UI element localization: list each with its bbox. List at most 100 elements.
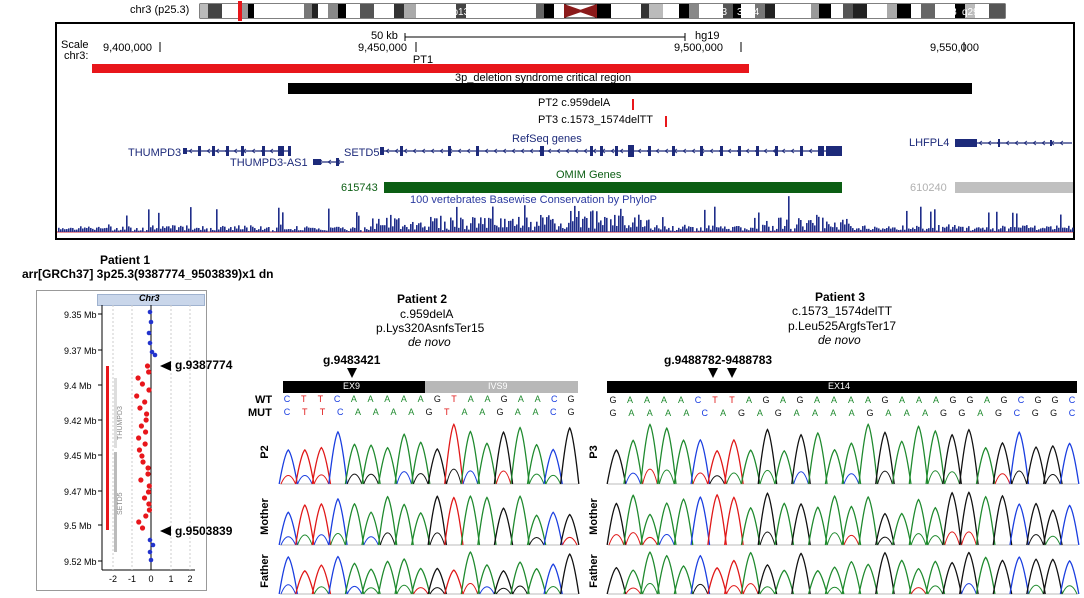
conservation-bar xyxy=(934,209,936,232)
conservation-bar xyxy=(200,229,202,232)
conservation-bar xyxy=(412,221,414,232)
conservation-bar xyxy=(598,222,600,232)
p3-variant-arrow xyxy=(708,368,718,378)
p2-trace-peak-background xyxy=(280,475,297,485)
conservation-bar xyxy=(602,225,604,232)
conservation-bar xyxy=(810,220,812,232)
ideogram-band xyxy=(955,4,965,18)
conservation-bar xyxy=(316,229,318,232)
conservation-bar xyxy=(62,228,64,232)
ideogram-band xyxy=(723,4,733,18)
conservation-bar xyxy=(706,228,708,232)
conservation-bar xyxy=(804,229,806,232)
conservation-bar xyxy=(802,226,804,232)
p3-trace-peak xyxy=(875,431,895,485)
conservation-bar xyxy=(420,222,422,232)
conservation-bar xyxy=(540,214,542,232)
conservation-bar xyxy=(676,229,678,232)
conservation-bar xyxy=(858,228,860,232)
conservation-bar xyxy=(474,217,476,232)
conservation-bar xyxy=(154,229,156,232)
conservation-bar xyxy=(364,227,366,232)
p3-wt-base: G xyxy=(949,395,956,405)
p3-wt-base: G xyxy=(762,395,769,405)
conservation-bar xyxy=(952,226,954,232)
p3-wt-base: G xyxy=(881,395,888,405)
conservation-bar xyxy=(494,224,496,232)
conservation-bar xyxy=(1034,225,1036,232)
conservation-bar xyxy=(72,228,74,232)
array-cgh-panel: Chr3 xyxy=(36,290,207,591)
gene-setd5-strand-arrow xyxy=(502,148,507,154)
p2-trace-peak xyxy=(493,570,514,595)
ideogram-band xyxy=(554,4,564,18)
probe-deleted xyxy=(140,459,146,465)
y-tick-label: 9.42 Mb xyxy=(64,416,97,426)
p2-trace-peak-background xyxy=(413,587,429,595)
conservation-bar xyxy=(142,227,144,232)
conservation-bar xyxy=(688,226,690,232)
p2-trace-peak-background xyxy=(429,532,446,546)
p3-trace-peak xyxy=(757,492,778,546)
omim-bar-615743 xyxy=(384,182,842,193)
conservation-bar xyxy=(872,229,874,232)
ideogram-band xyxy=(679,4,689,18)
conservation-bar xyxy=(820,231,822,232)
p2-trace-peak xyxy=(543,563,563,595)
p3-trace-peak-background xyxy=(877,536,893,546)
p2-trace-peak xyxy=(493,507,514,546)
p3-mut-base: A xyxy=(812,408,818,418)
conservation-bar xyxy=(356,212,358,232)
p2-trace-peak xyxy=(410,567,431,595)
conservation-bar xyxy=(264,228,266,232)
mut-label: MUT xyxy=(248,407,272,419)
ideogram-band xyxy=(819,4,831,18)
conservation-bar xyxy=(846,218,848,232)
conservation-bar xyxy=(288,229,290,232)
conservation-bar xyxy=(884,228,886,232)
x-tick-label: 0 xyxy=(148,574,153,584)
conservation-bar xyxy=(280,224,282,232)
p3-trace-peak xyxy=(807,506,828,546)
p2-trace-peak xyxy=(559,513,580,546)
conservation-bar xyxy=(422,227,424,232)
p3-trace-peak xyxy=(606,502,627,546)
ideogram-band xyxy=(689,4,699,18)
conservation-bar xyxy=(82,228,84,232)
conservation-bar xyxy=(132,231,134,232)
p3-trace-peak-background xyxy=(877,470,893,485)
conservation-bar xyxy=(972,229,974,232)
conservation-bar xyxy=(968,226,970,232)
conservation-bar xyxy=(358,215,360,232)
conservation-bar xyxy=(544,224,546,232)
gene-lhfpl4-strand-arrow xyxy=(1023,140,1028,146)
p3-mut-base: G xyxy=(1050,408,1057,418)
p3-trace-peak xyxy=(824,448,845,485)
conservation-bar xyxy=(76,229,78,232)
x-tick-label: 1 xyxy=(168,574,173,584)
conservation-bar xyxy=(492,206,494,232)
conservation-bar xyxy=(230,227,232,232)
p2-trace-peak xyxy=(394,558,414,595)
probe-deleted xyxy=(145,471,151,477)
conservation-bar xyxy=(64,229,66,232)
conservation-bar xyxy=(738,226,740,232)
conservation-bar xyxy=(704,209,706,232)
y-tick-label: 9.4 Mb xyxy=(64,381,92,391)
probe-normal xyxy=(147,549,153,555)
conservation-bar xyxy=(746,229,748,232)
p2-trace-peak xyxy=(394,433,414,485)
conservation-bar xyxy=(978,227,980,232)
ideogram-band xyxy=(755,4,765,18)
conservation-bar xyxy=(890,228,892,232)
conservation-bar xyxy=(856,228,858,232)
p3-trace-peak xyxy=(975,556,996,595)
coord-label: 9,450,000 xyxy=(358,42,407,54)
conservation-bar xyxy=(188,228,190,232)
conservation-bar xyxy=(1060,214,1062,232)
conservation-bar xyxy=(604,216,606,232)
p3-mut-base: C xyxy=(1069,408,1076,418)
conservation-bar xyxy=(234,226,236,232)
conservation-bar xyxy=(284,229,286,232)
deletion-call-bar xyxy=(106,366,109,530)
